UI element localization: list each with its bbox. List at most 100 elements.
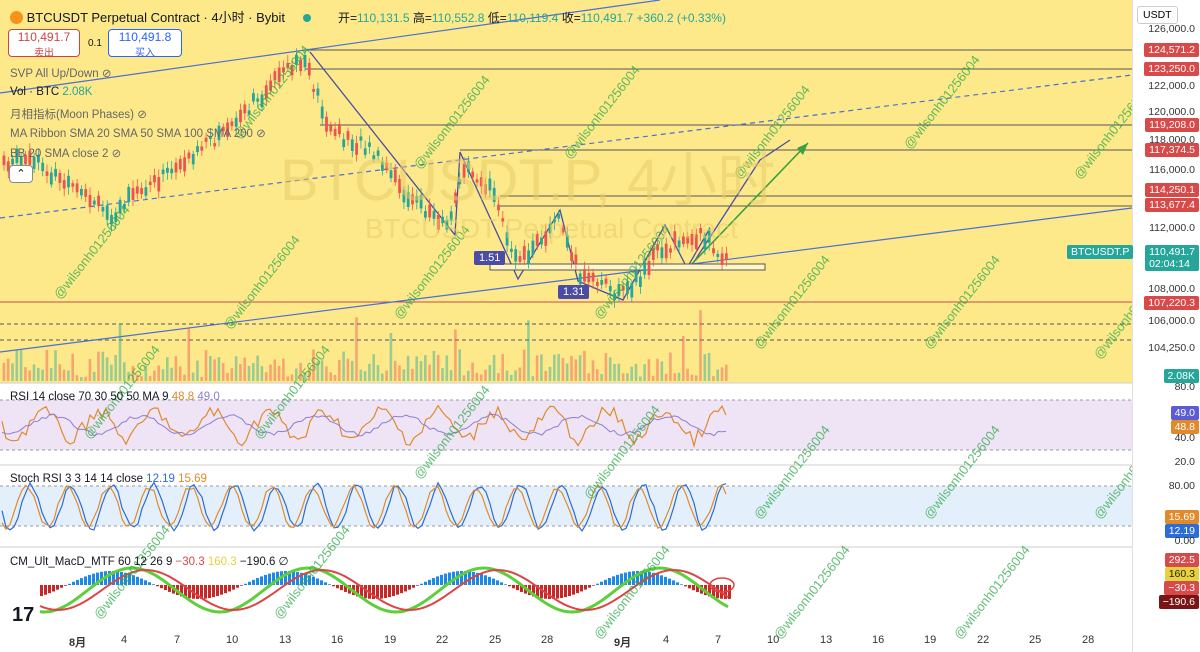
volume-bar <box>634 363 638 381</box>
volume-bar <box>376 364 380 381</box>
level-tag: 117,374.5 <box>1145 143 1199 157</box>
macd-bar <box>236 585 239 588</box>
volume-bar <box>256 355 259 381</box>
volume-bar <box>458 349 461 381</box>
hidden-eye-icon[interactable]: ⊘ <box>111 148 122 160</box>
macd-bar <box>600 581 603 585</box>
rsi-label[interactable]: RSI 14 close 70 30 50 50 MA 9 48.8 49.0 <box>10 391 220 403</box>
macd-bar <box>576 585 579 594</box>
volume-bar <box>669 352 672 381</box>
volume-bar <box>596 369 599 381</box>
macd-label[interactable]: CM_Ult_MacD_MTF 60 12 26 9 −30.3 160.3 −… <box>10 556 289 568</box>
stoch-d-tag: 15.69 <box>1164 510 1199 524</box>
stoch-k-tag: 12.19 <box>1164 524 1199 538</box>
stoch-label[interactable]: Stoch RSI 3 3 14 14 close 12.19 15.69 <box>10 473 207 485</box>
macd-bar <box>432 578 435 585</box>
rsi-ma-line <box>1 413 727 437</box>
time-tick: 16 <box>872 634 885 646</box>
volume-bar <box>411 368 414 381</box>
watermark-text: @wilsonh01256004 <box>951 542 1033 641</box>
volume-bar <box>329 372 332 381</box>
hidden-eye-icon[interactable]: ⊘ <box>256 128 266 140</box>
volume-bar <box>639 376 642 381</box>
macd-bar <box>196 585 199 599</box>
volume-bar <box>393 360 397 381</box>
volume-bar <box>6 358 10 381</box>
volume-bar <box>492 354 496 381</box>
bb-indicator-label[interactable]: BB 20 SMA close 2 ⊘ <box>10 148 122 160</box>
volume-bar <box>565 363 569 381</box>
volume-bar <box>402 369 406 381</box>
macd-bar <box>296 571 299 585</box>
macd-bar <box>344 585 347 592</box>
symbol-title[interactable]: BTCUSDT Perpetual Contract · 4小时 · Bybit <box>10 7 311 26</box>
macd-bar <box>572 585 575 595</box>
trend-channel <box>0 0 1133 353</box>
volume-bar <box>75 375 79 381</box>
macd-bar <box>536 585 539 598</box>
volume-indicator-label[interactable]: Vol · BTC 2.08K <box>10 86 93 98</box>
volume-bar <box>522 349 526 381</box>
volume-bar <box>475 372 479 381</box>
macd-bar <box>428 579 431 585</box>
candlesticks <box>2 47 728 308</box>
macd-bar <box>500 582 503 585</box>
volume-bar <box>19 349 23 381</box>
volume-bar <box>24 367 27 381</box>
macd-bar <box>492 578 495 585</box>
volume-bar <box>428 364 431 381</box>
buy-button[interactable]: 110,491.8 买入 <box>108 29 182 59</box>
volume-bar <box>187 327 191 381</box>
volume-bar <box>445 355 449 381</box>
hidden-eye-icon[interactable]: ⊘ <box>137 109 147 121</box>
time-tick: 19 <box>924 634 937 646</box>
volume-bar <box>148 376 152 381</box>
price-tick: 122,000.0 <box>1148 80 1195 92</box>
volume-bar <box>226 372 229 381</box>
volume-bar <box>290 374 294 381</box>
volume-bar <box>110 364 113 381</box>
ma-ribbon-label[interactable]: MA Ribbon SMA 20 SMA 50 SMA 100 SMA 200 … <box>10 128 266 140</box>
macd-bar <box>424 581 427 585</box>
volume-bar <box>204 350 208 381</box>
macd-bar <box>92 573 95 585</box>
volume-bar <box>660 361 664 381</box>
collapse-button[interactable]: ⌃ <box>9 165 33 183</box>
moon-indicator-label[interactable]: 月相指标(Moon Phases) ⊘ <box>10 109 147 121</box>
svp-indicator-label[interactable]: SVP All Up/Down ⊘ <box>10 68 112 80</box>
macd-bar <box>184 585 187 598</box>
rsi-band <box>0 400 1132 450</box>
sell-button[interactable]: 110,491.7 卖出 <box>8 29 80 59</box>
macd-bar <box>396 585 399 595</box>
macd-bar <box>684 585 687 587</box>
currency-selector[interactable]: USDT <box>1137 6 1178 24</box>
hidden-eye-icon[interactable]: ⊘ <box>101 68 112 80</box>
volume-bar <box>479 374 483 381</box>
macd-bar <box>56 585 59 590</box>
volume-bar <box>372 354 375 381</box>
macd-bar <box>612 576 615 585</box>
ratio-label: 1.51 <box>474 251 506 265</box>
volume-bar <box>617 363 621 381</box>
macd-bar <box>84 576 87 585</box>
macd-bar <box>408 585 411 590</box>
level-tag: 107,220.3 <box>1144 296 1199 310</box>
macd-bar <box>588 585 591 588</box>
macd-bar <box>260 576 263 585</box>
macd-bar <box>124 572 127 585</box>
volume-bar <box>80 376 83 381</box>
volume-bar <box>67 370 70 381</box>
macd-bar <box>64 585 67 586</box>
volume-bar <box>166 357 169 381</box>
volume-bar <box>239 364 242 381</box>
volume-bars <box>2 310 728 381</box>
macd-tag: −190.6 <box>1158 595 1199 609</box>
volume-bar <box>368 363 371 381</box>
volume-bar <box>381 373 384 381</box>
time-tick: 7 <box>715 634 722 646</box>
macd-bar <box>560 585 563 599</box>
price-axis[interactable]: USDT 126,000.0 122,000.0 120,000.0 118,0… <box>1132 0 1200 652</box>
volume-bar <box>613 363 616 381</box>
volume-bar <box>28 370 31 381</box>
